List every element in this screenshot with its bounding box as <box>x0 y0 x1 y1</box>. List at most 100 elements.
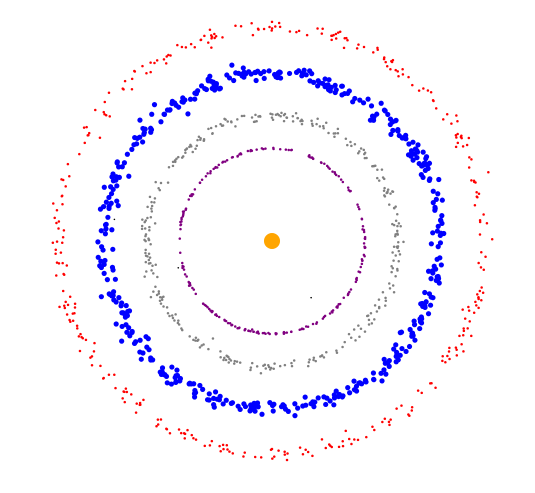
ring-point <box>193 188 197 191</box>
ring-point <box>140 224 144 228</box>
ring-point <box>165 427 168 431</box>
ring-point <box>394 68 397 72</box>
ring-point <box>438 230 444 236</box>
ring-point <box>384 304 387 307</box>
ring-point <box>428 294 434 300</box>
ring-point <box>255 120 258 123</box>
ring-point <box>155 59 159 62</box>
ring-point <box>360 217 364 221</box>
ring-point <box>137 117 143 123</box>
ring-point <box>285 458 289 462</box>
ring-point <box>388 282 391 285</box>
ring-point <box>212 87 218 93</box>
ring-point <box>125 390 129 394</box>
ring-point <box>160 298 164 301</box>
ring-point <box>250 22 253 25</box>
ring-point <box>356 203 359 206</box>
ring-point <box>439 197 445 203</box>
stray-point <box>310 296 312 299</box>
ring-point <box>272 147 275 151</box>
ring-point <box>300 118 303 122</box>
ring-point <box>427 302 434 308</box>
ring-point <box>384 296 387 300</box>
ring-point <box>223 397 229 403</box>
ring-point <box>173 160 177 164</box>
ring-point <box>398 253 402 256</box>
ring-point <box>379 378 385 384</box>
ring-point <box>282 113 286 117</box>
ring-point <box>334 37 338 40</box>
ring-point <box>292 359 296 362</box>
ring-point <box>204 175 208 178</box>
ring-point <box>342 296 346 300</box>
ring-point <box>144 248 147 252</box>
ring-point <box>461 308 464 311</box>
ring-point <box>397 249 401 253</box>
ring-point <box>268 25 271 29</box>
ring-point <box>308 358 311 361</box>
ring-point <box>144 239 147 243</box>
ring-point <box>169 54 172 57</box>
ring-point <box>57 262 61 265</box>
ring-point <box>481 291 485 295</box>
ring-point <box>257 115 260 118</box>
ring-point <box>415 142 421 148</box>
ring-point <box>148 229 151 232</box>
ring-point <box>98 258 104 264</box>
ring-point <box>146 205 149 209</box>
ring-point <box>242 455 245 458</box>
ring-point <box>331 170 334 173</box>
ring-point <box>271 113 274 116</box>
ring-point <box>478 289 482 293</box>
ring-point <box>197 338 200 341</box>
ring-point <box>63 304 66 308</box>
ring-point <box>397 241 400 244</box>
ring-point <box>213 36 216 40</box>
ring-point <box>109 227 115 233</box>
ring-point <box>310 122 314 126</box>
ring-point <box>200 178 204 182</box>
ring-point <box>437 240 444 246</box>
ring-point <box>477 297 480 301</box>
ring-point <box>211 402 217 408</box>
ring-point <box>142 398 145 402</box>
ring-point <box>343 340 346 344</box>
ring-point <box>298 446 302 449</box>
ring-point <box>255 331 259 334</box>
ring-point <box>417 325 423 332</box>
ring-point <box>61 203 64 206</box>
ring-point <box>141 218 144 221</box>
ring-point <box>420 149 426 155</box>
ring-point <box>392 223 396 227</box>
ring-point <box>253 455 257 459</box>
ring-point <box>65 313 69 316</box>
ring-point <box>236 118 239 121</box>
ring-point <box>259 372 263 375</box>
ring-point <box>411 83 414 87</box>
ring-point <box>383 371 389 377</box>
ring-point <box>324 446 328 450</box>
ring-point <box>283 450 286 454</box>
ring-point <box>416 389 420 392</box>
ring-point <box>159 181 163 185</box>
ring-point <box>153 222 157 225</box>
ring-point <box>330 34 333 38</box>
ring-point <box>335 305 338 309</box>
ring-point <box>470 334 473 338</box>
ring-point <box>140 227 144 231</box>
ring-point <box>359 147 363 150</box>
ring-point <box>357 97 363 103</box>
ring-point <box>55 240 59 243</box>
ring-point <box>141 130 147 136</box>
ring-point <box>419 316 425 322</box>
ring-point <box>374 164 377 167</box>
ring-point <box>380 168 384 171</box>
ring-point <box>334 173 338 177</box>
ring-point <box>490 237 494 241</box>
ring-point <box>348 189 352 193</box>
ring-point <box>130 88 134 91</box>
ring-point <box>152 290 155 293</box>
ring-point <box>108 115 111 118</box>
ring-point <box>270 20 274 24</box>
ring-point <box>349 288 353 291</box>
